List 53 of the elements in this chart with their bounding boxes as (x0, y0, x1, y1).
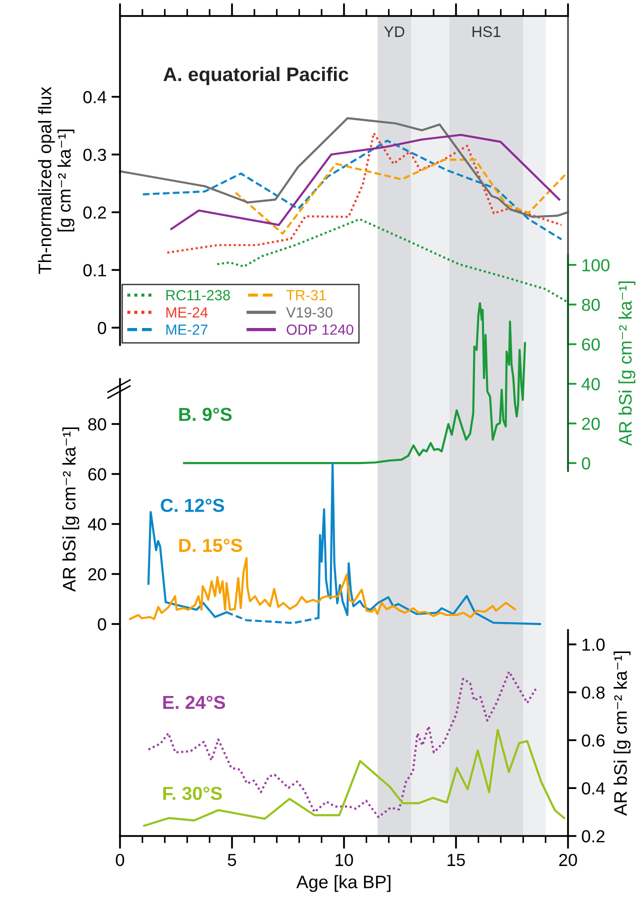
y2-axis-title: AR bSi [g cm⁻² ka⁻¹] (618, 282, 636, 446)
x-tick-label: 20 (559, 854, 577, 866)
y-tick-label: 0.4 (83, 90, 106, 104)
line-series (142, 140, 563, 240)
line-series (118, 117, 570, 218)
legend-label: RC11-238 (166, 290, 230, 300)
y2-tick-label: 100 (582, 259, 610, 272)
x-axis-title: Age [ka BP] (296, 875, 390, 892)
y-tick-label: 60 (88, 468, 106, 480)
y-tick-label: 0 (98, 618, 106, 630)
line-series (234, 158, 570, 235)
series-label: D. 15°S (179, 538, 242, 552)
y2-axis-title: AR bSi [g cm⁻² ka⁻¹] (614, 652, 630, 816)
y-tick-label: 40 (88, 518, 106, 530)
x-tick-label: 10 (336, 854, 353, 866)
y-tick-label: 0.1 (83, 264, 106, 276)
series-label: E. 24°S (163, 696, 226, 710)
text: A. equatorial Pacific (163, 66, 348, 86)
legend-label: ME-27 (166, 324, 208, 335)
legend-label: TR-31 (286, 290, 326, 300)
line-series (147, 670, 537, 818)
y2-tick-label: 40 (582, 378, 600, 390)
series-label: C. 12°S (160, 498, 224, 512)
y2-tick-label: 20 (582, 418, 600, 430)
band-label: YD (384, 26, 404, 37)
y2-tick-label: 0 (582, 457, 590, 470)
legend-label: V19-30 (286, 307, 332, 318)
y-tick-label: 0.2 (83, 206, 106, 219)
line-series (129, 556, 516, 620)
legend-label: ME-24 (166, 307, 208, 318)
y2-tick-label: 0.6 (582, 734, 605, 747)
line-series (143, 728, 566, 827)
y-axis-title: Th-normalized opal flux [g cm⁻² ka⁻¹] (38, 86, 74, 274)
y2-tick-label: 0.4 (582, 782, 605, 795)
y2-tick-label: 0.8 (582, 686, 605, 699)
text: B. 9°S (179, 408, 232, 422)
x-tick-label: 5 (228, 854, 236, 866)
band-label: HS1 (472, 26, 500, 38)
y2-tick-label: 0.2 (582, 830, 604, 842)
y-axis-title: AR bSi [g cm⁻² ka⁻¹] (62, 428, 80, 592)
x-tick-label: 15 (448, 854, 465, 866)
y-tick-label: 80 (88, 418, 106, 430)
series-label: F. 30°S (163, 786, 222, 800)
y-tick-label: 0 (98, 322, 106, 334)
y2-tick-label: 80 (582, 298, 600, 312)
legend-label: ODP 1240 (286, 324, 354, 335)
y-tick-label: 20 (88, 568, 106, 580)
y2-tick-label: 60 (582, 338, 600, 351)
y2-tick-label: 1.0 (582, 638, 605, 651)
x-tick-label: 0 (116, 854, 124, 866)
y-tick-label: 0.3 (83, 148, 106, 161)
line-series (170, 134, 560, 230)
line-series (166, 132, 563, 254)
